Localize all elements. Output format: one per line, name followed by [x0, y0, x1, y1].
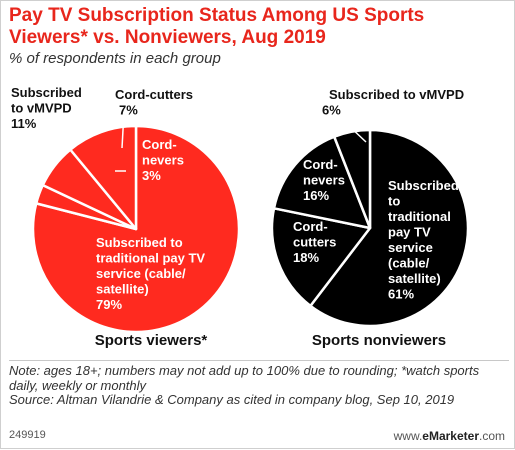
- slice-label-subscribed-to-traditional-pay-tv-service-cable-satellite: Subscribed to traditional pay TV service (cab…: [388, 178, 459, 302]
- slice-label-cord-nevers: Cord-nevers 3%: [142, 137, 184, 183]
- chart-notes: Note: ages 18+; numbers may not add up t…: [9, 360, 509, 408]
- slice-value: 6%: [322, 103, 341, 118]
- slice-label-cord-nevers: Cord-nevers 16%: [303, 157, 345, 203]
- slice-value: 7%: [119, 103, 138, 118]
- slice-label-subscribed-to-vmvpd: Subscribed to vMVPD 11%: [11, 85, 82, 131]
- slice-label-cord-cutters: Cord-cutters 18%: [293, 219, 336, 265]
- chart-title: Pay TV Subscription Status Among US Spor…: [9, 5, 425, 48]
- slice-value: 3%: [142, 168, 161, 183]
- slice-subscribed-to-traditional-pay-tv-service-cable-satellite: [309, 128, 470, 328]
- slice-subscribed-to-vmvpd: [69, 124, 138, 231]
- slice-value: 11%: [11, 116, 37, 131]
- slice-value: 79%: [96, 297, 122, 312]
- slice-subscribed-to-vmvpd: [333, 128, 372, 230]
- slice-cord-nevers: [272, 135, 372, 230]
- note-text: Note: ages 18+; numbers may not add up t…: [9, 363, 480, 393]
- slice-value: 18%: [293, 250, 319, 265]
- slice-label-cord-cutters: Cord-cutters 7%: [115, 87, 193, 118]
- leader-line: [30, 128, 54, 158]
- pie-caption: Sports nonviewers: [312, 332, 446, 349]
- slice-value: 16%: [303, 188, 329, 203]
- slice-subscribed-to-traditional-pay-tv-service-cable-satellite: [31, 124, 241, 334]
- chart-id: 249919: [9, 429, 46, 441]
- leader-line: [347, 124, 367, 143]
- source-text: Source: Altman Vilandrie & Company as ci…: [9, 392, 455, 407]
- slice-cord-cutters: [270, 207, 372, 308]
- slice-label-subscribed-to-vmvpd: Subscribed to vMVPD 6%: [322, 87, 464, 118]
- pie-sports-viewers: Subscribed to traditional pay TV service (…: [11, 85, 241, 349]
- brand-logo: www.eMarketer.com: [393, 429, 505, 443]
- pie-caption: Sports viewers*: [95, 332, 208, 349]
- leader-line: [121, 111, 125, 149]
- chart-subtitle: % of respondents in each group: [9, 50, 221, 67]
- slice-value: 61%: [388, 287, 414, 302]
- pie-sports-nonviewers: Subscribed to traditional pay TV service (cab…: [270, 87, 470, 349]
- slice-label-subscribed-to-traditional-pay-tv-service-cable-satellite: Subscribed to traditional pay TV service (…: [96, 235, 205, 312]
